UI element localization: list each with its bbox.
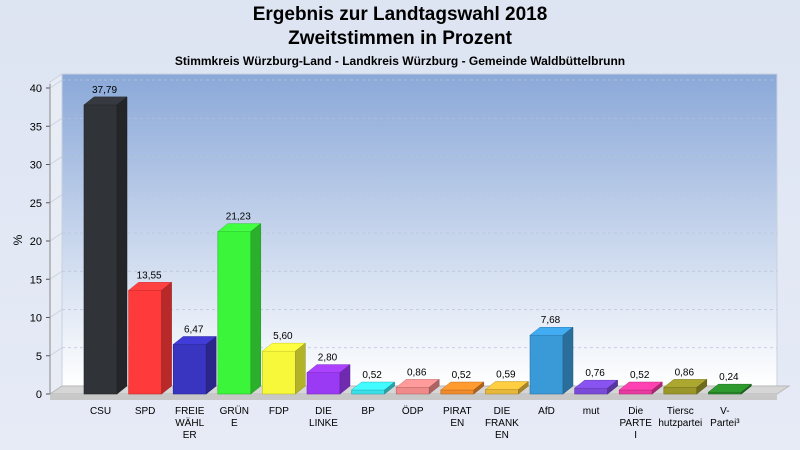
y-axis-label: % [11,234,25,245]
x-tick-label: I [634,430,637,441]
gridline-side [49,117,63,127]
bar-side [116,96,128,395]
x-tick-label: PIRAT [443,406,472,417]
bar [618,389,653,395]
data-label: 5,60 [273,331,293,342]
x-tick-label: Die [628,406,643,417]
gridline-side [49,270,63,280]
bar-side [295,342,306,395]
x-tick-label: DIE [494,406,511,417]
gridline-side [49,232,63,242]
x-tick-label: FRANK [485,418,519,429]
gridline-side [49,347,63,357]
bar [262,350,296,395]
x-tick-label: EN [450,418,464,429]
y-tick-label: 30 [30,160,42,172]
bar-side [250,223,262,395]
bar [217,231,252,395]
data-label: 0,52 [362,370,382,381]
bar-side [384,381,395,395]
gridline-side [49,309,63,318]
chart-title-line1: Ergebnis zur Landtagswahl 2018 [252,4,548,25]
bar [708,391,742,395]
x-tick-label: CSU [90,406,111,417]
bar [395,387,430,395]
bar [663,387,698,395]
x-tick-label: SPD [135,406,156,417]
bar [574,387,608,395]
bar [306,372,341,395]
gridline-side [49,79,63,89]
x-tick-label: V- [720,406,729,417]
data-label: 0,76 [585,368,605,379]
x-tick-label: Tiersc [667,406,694,417]
bar-side [205,335,217,395]
x-tick-label: DIE [315,406,332,417]
x-tick-label: GRÜN [220,405,249,417]
bar-side [696,378,708,395]
y-tick-label: 0 [36,389,42,401]
y-tick-label: 10 [30,313,42,325]
data-label: 0,24 [719,372,739,383]
x-tick-label: ÖDP [402,405,424,417]
bar [529,334,564,395]
bar [485,389,519,395]
x-tick-label: PARTE [619,418,652,429]
bar-side [607,379,618,395]
bar-side [428,378,440,395]
bar [172,344,207,395]
y-tick-label: 15 [30,274,42,286]
y-tick-label: 5 [36,351,42,363]
x-tick-label: mut [583,406,600,417]
x-tick-label: ER [183,430,197,441]
y-tick-label: 35 [30,121,42,133]
gridline-side [49,156,63,165]
bar [83,104,118,395]
data-label: 37,79 [92,85,117,96]
x-tick-label: AfD [538,406,555,417]
x-tick-label: Partei³ [710,418,740,429]
chart-subtitle: Stimmkreis Würzburg-Land - Landkreis Wür… [174,54,626,68]
bar-side [339,364,351,395]
data-label: 0,86 [407,367,427,378]
bar-side [651,381,663,395]
x-tick-label: LINKE [309,418,338,429]
y-tick-label: 40 [30,83,42,95]
x-tick-label: BP [361,406,375,417]
data-label: 0,52 [452,370,472,381]
bar [440,389,475,395]
data-label: 6,47 [184,325,204,336]
gridline-side [49,194,63,204]
y-tick-label: 20 [30,236,42,248]
data-label: 0,52 [630,370,650,381]
bar-side [562,326,574,395]
data-label: 0,86 [675,367,695,378]
x-tick-label: WÄHL [175,417,204,429]
data-label: 0,59 [496,369,516,380]
data-label: 21,23 [226,212,251,223]
bar [128,290,162,395]
x-tick-label: E [231,418,238,429]
chart-title-line2: Zweitstimmen in Prozent [288,28,512,49]
data-label: 2,80 [318,353,338,364]
bar-side [518,380,529,395]
y-tick-label: 25 [30,198,42,210]
x-tick-label: EN [495,430,509,441]
data-label: 13,55 [137,270,162,281]
x-tick-label: hutzpartei [658,418,702,429]
bar [351,389,385,395]
bar-side [473,381,485,395]
plot-floor-edge [50,394,777,400]
bar-side [161,281,172,395]
bar-side [741,383,752,395]
data-label: 7,68 [541,315,561,326]
x-tick-label: FDP [269,406,289,417]
x-tick-label: FREIE [175,406,205,417]
